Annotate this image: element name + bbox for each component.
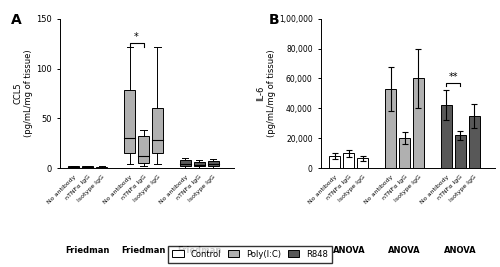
Text: ANOVA: ANOVA (332, 246, 365, 255)
Bar (68, 166, 80, 168)
Bar (344, 153, 354, 168)
Text: B: B (269, 13, 280, 27)
Bar (208, 161, 218, 166)
Text: ANOVA: ANOVA (444, 246, 476, 255)
Text: Friedman: Friedman (122, 246, 166, 255)
Bar (194, 162, 205, 166)
Legend: Control, Poly(I:C), R848: Control, Poly(I:C), R848 (168, 245, 332, 263)
Bar (138, 136, 149, 163)
Bar (399, 138, 410, 168)
Y-axis label: IL-6
(pg/mL/mg of tissue): IL-6 (pg/mL/mg of tissue) (256, 50, 276, 137)
Text: A: A (12, 13, 22, 27)
Bar (454, 135, 466, 168)
Bar (152, 108, 163, 153)
Bar (124, 91, 135, 153)
Bar (440, 105, 452, 168)
Text: ANOVA: ANOVA (388, 246, 421, 255)
Y-axis label: CCL5
(pg/mL/mg of tissue): CCL5 (pg/mL/mg of tissue) (14, 50, 33, 137)
Bar (385, 89, 396, 168)
Text: **: ** (448, 72, 458, 82)
Bar (330, 156, 340, 168)
Text: *: * (134, 32, 139, 42)
Bar (82, 166, 94, 168)
Bar (413, 78, 424, 168)
Bar (357, 159, 368, 168)
Text: Friedman: Friedman (66, 246, 110, 255)
Bar (96, 167, 108, 168)
Bar (468, 116, 479, 168)
Text: Friedman: Friedman (177, 246, 222, 255)
Bar (180, 160, 191, 166)
